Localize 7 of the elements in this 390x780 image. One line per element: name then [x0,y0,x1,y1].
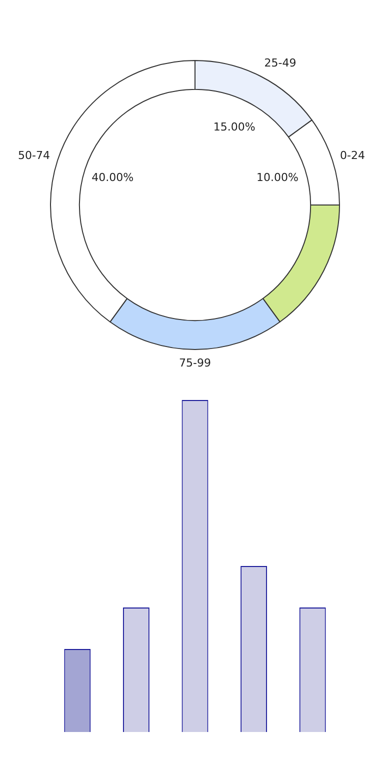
slice-label: 75-99 [179,356,211,370]
slice-label: 0-24 [340,148,366,162]
data-label: 15.00% [213,120,256,134]
data-label: 40.00% [92,171,134,184]
slice-label: 25-49 [264,56,296,70]
slice-label: 50-74 [18,148,50,162]
data-label: 10.00% [256,171,298,184]
